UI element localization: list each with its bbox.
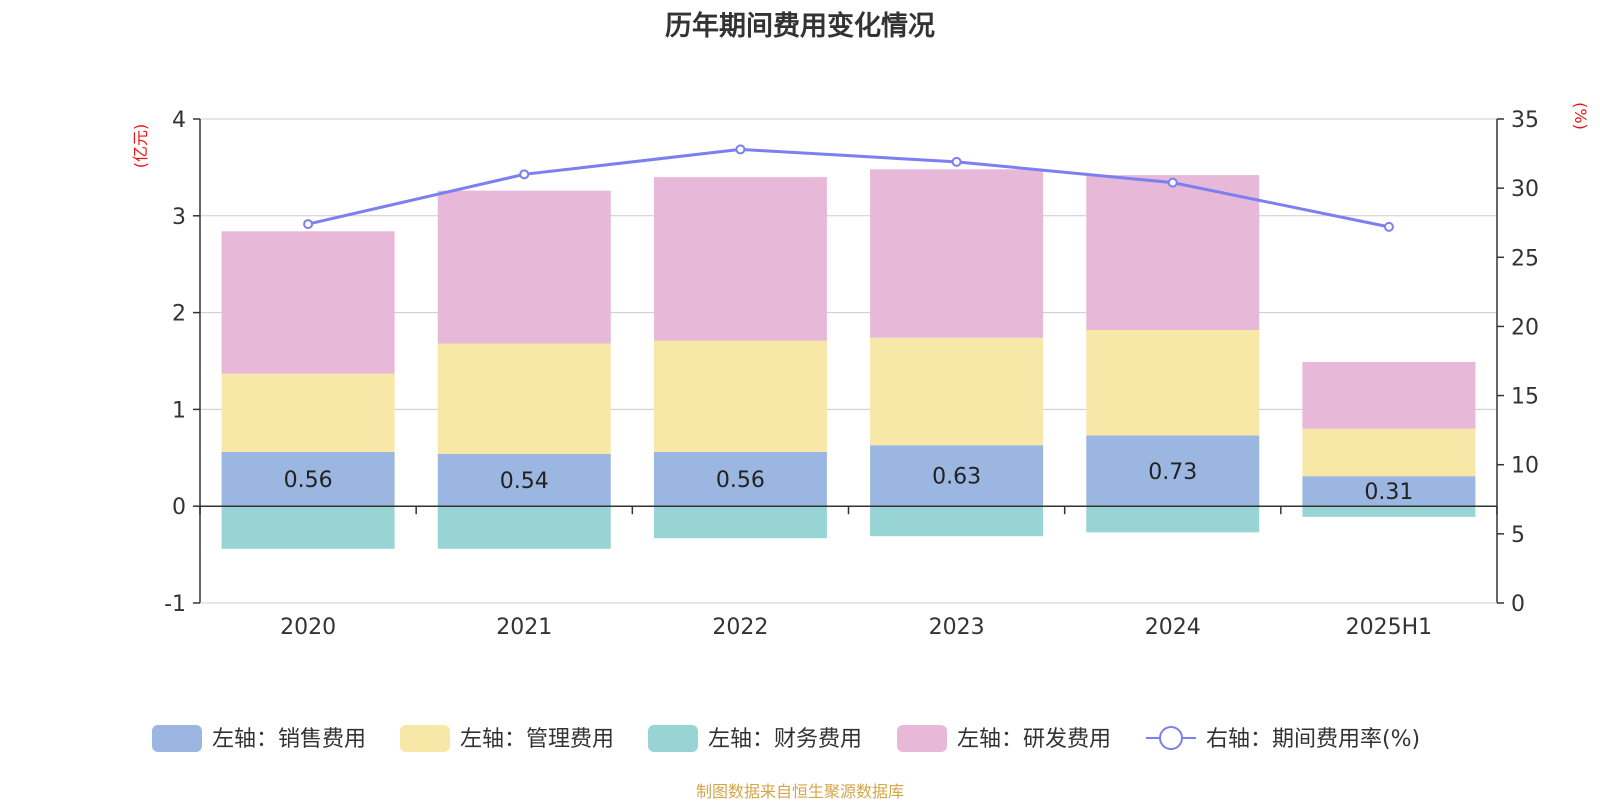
x-axis-category-label: 2021 — [496, 615, 552, 640]
bar-segment — [1086, 330, 1260, 436]
left-axis-tick-label: 0 — [172, 495, 186, 520]
legend-marker — [1159, 726, 1183, 750]
bar-segment — [653, 506, 827, 539]
right-axis-tick-label: 10 — [1511, 454, 1539, 479]
source-footnote: 制图数据来自恒生聚源数据库 — [695, 782, 904, 801]
legend-swatch — [152, 725, 202, 752]
legend-label: 左轴：销售费用 — [212, 727, 366, 752]
bar-segment — [1086, 506, 1260, 533]
bar-segment — [1086, 175, 1260, 331]
legend-swatch — [648, 725, 698, 752]
bar-segment — [437, 506, 611, 549]
bar-segment — [221, 506, 395, 549]
right-axis-tick-label: 35 — [1511, 108, 1539, 133]
x-axis-category-label: 2023 — [929, 615, 985, 640]
x-axis-category-label: 2025H1 — [1346, 615, 1433, 640]
bar-data-label: 0.56 — [284, 468, 333, 493]
bar-data-label: 0.63 — [932, 465, 981, 490]
bar-data-label: 0.31 — [1364, 480, 1413, 505]
rate-point — [519, 169, 530, 180]
bar-segment — [870, 506, 1044, 537]
bar-segment — [437, 343, 611, 454]
left-axis-tick-label: 2 — [172, 302, 186, 327]
bar-segment — [221, 451, 395, 507]
right-axis-tick-label: 20 — [1511, 315, 1539, 340]
legend-swatch — [400, 725, 450, 752]
left-axis-tick-label: 4 — [172, 108, 186, 133]
bar-segment — [1302, 361, 1476, 429]
left-axis-tick-label: 3 — [172, 205, 186, 230]
right-axis-tick-label: 30 — [1511, 177, 1539, 202]
right-axis-tick-label: 0 — [1511, 592, 1525, 617]
bar-segment — [870, 445, 1044, 507]
legend-label: 左轴：管理费用 — [460, 727, 614, 752]
rate-point — [303, 219, 314, 230]
bar-segment — [870, 337, 1044, 446]
bar-segment — [221, 373, 395, 452]
bar-segment — [870, 169, 1044, 338]
x-axis-category-label: 2022 — [712, 615, 768, 640]
rate-point — [735, 144, 746, 155]
rate-point — [1167, 177, 1178, 188]
right-axis-tick-label: 15 — [1511, 385, 1539, 410]
legend-label: 右轴：期间费用率(%) — [1206, 727, 1420, 752]
rate-line — [307, 147, 1390, 229]
bar-data-label: 0.56 — [716, 468, 765, 493]
bar-segment — [1302, 506, 1476, 517]
right-axis-tick-label: 5 — [1511, 523, 1525, 548]
x-axis-category-label: 2024 — [1145, 615, 1201, 640]
legend-label: 左轴：财务费用 — [708, 727, 862, 752]
rate-point — [951, 156, 962, 167]
bar-segment — [437, 190, 611, 344]
x-axis-category-label: 2020 — [280, 615, 336, 640]
bar-segment — [1086, 435, 1260, 507]
chart-title: 历年期间费用变化情况 — [665, 11, 935, 42]
bar-segment — [1302, 428, 1476, 477]
bar-segment — [1302, 476, 1476, 507]
left-axis-tick-label: -1 — [164, 592, 186, 617]
left-axis-unit: (亿元) — [131, 124, 150, 169]
bar-segment — [437, 453, 611, 507]
rate-point — [1383, 221, 1394, 232]
left-axis-tick-label: 1 — [172, 398, 186, 423]
bar-segment — [221, 231, 395, 374]
legend-swatch — [897, 725, 947, 752]
bar-segment — [653, 177, 827, 341]
bar-data-label: 0.54 — [500, 469, 549, 494]
bar-segment — [653, 451, 827, 507]
right-axis-tick-label: 25 — [1511, 246, 1539, 271]
legend-label: 左轴：研发费用 — [957, 727, 1111, 752]
right-axis-unit: (%) — [1571, 102, 1590, 130]
bar-data-label: 0.73 — [1148, 460, 1197, 485]
bar-segment — [653, 340, 827, 452]
